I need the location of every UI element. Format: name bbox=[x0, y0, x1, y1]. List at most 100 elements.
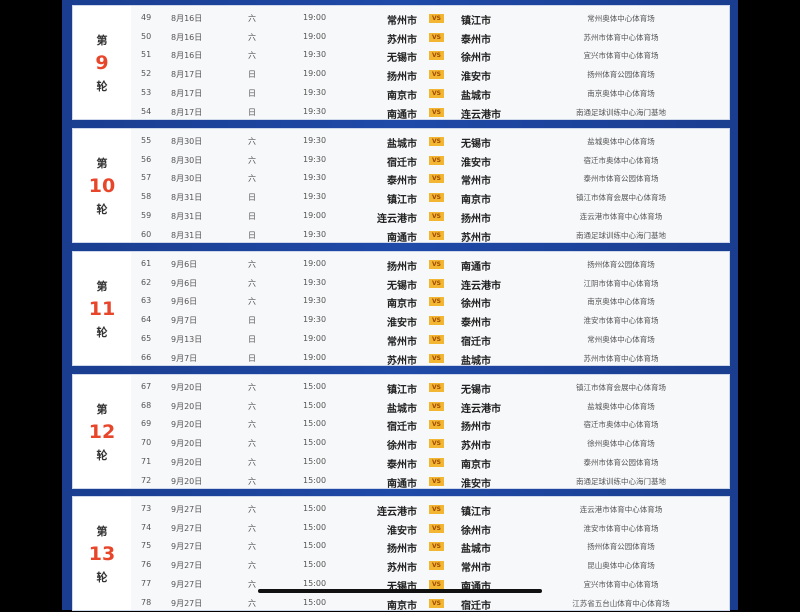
match-number: 50 bbox=[141, 32, 151, 41]
match-weekday: 六 bbox=[248, 278, 256, 289]
home-team: 泰州市 bbox=[387, 172, 417, 187]
match-row: 56 8月30日 六 19:30 宿迁市 VS 淮安市 宿迁市奥体中心体育场 bbox=[131, 151, 729, 170]
home-team: 常州市 bbox=[387, 333, 417, 348]
match-venue: 泰州市体育公园体育场 bbox=[541, 457, 701, 468]
match-venue: 扬州体育公园体育场 bbox=[541, 69, 701, 80]
match-number: 64 bbox=[141, 315, 151, 324]
match-number: 68 bbox=[141, 401, 151, 410]
match-time: 15:00 bbox=[303, 598, 326, 607]
vs-badge: VS bbox=[429, 231, 444, 240]
match-row: 66 9月7日 日 19:00 苏州市 VS 盐城市 苏州市体育中心体育场 bbox=[131, 349, 729, 368]
away-team: 淮安市 bbox=[461, 475, 491, 490]
home-indicator[interactable] bbox=[258, 589, 542, 593]
match-time: 19:30 bbox=[303, 50, 326, 59]
match-row: 78 9月27日 六 15:00 南京市 VS 宿迁市 江苏省五台山体育中心体育… bbox=[131, 594, 729, 612]
away-team: 盐城市 bbox=[461, 352, 491, 367]
away-team: 连云港市 bbox=[461, 106, 501, 121]
round-label: 第 11 轮 bbox=[73, 252, 131, 365]
match-row: 50 8月16日 六 19:00 苏州市 VS 泰州市 苏州市体育中心体育场 bbox=[131, 28, 729, 47]
vs-badge: VS bbox=[429, 70, 444, 79]
match-number: 63 bbox=[141, 296, 151, 305]
away-team: 徐州市 bbox=[461, 295, 491, 310]
home-team: 淮安市 bbox=[387, 314, 417, 329]
home-team: 宿迁市 bbox=[387, 418, 417, 433]
home-team: 淮安市 bbox=[387, 522, 417, 537]
match-list: 55 8月30日 六 19:30 盐城市 VS 无锡市 盐城奥体中心体育场 56… bbox=[131, 129, 729, 242]
match-date: 9月6日 bbox=[171, 259, 231, 270]
away-team: 镇江市 bbox=[461, 12, 491, 27]
round-suffix: 轮 bbox=[97, 569, 108, 585]
home-team: 苏州市 bbox=[387, 559, 417, 574]
match-date: 9月20日 bbox=[171, 476, 231, 487]
match-row: 75 9月27日 六 15:00 扬州市 VS 盐城市 扬州体育公园体育场 bbox=[131, 537, 729, 556]
match-time: 15:00 bbox=[303, 401, 326, 410]
match-weekday: 六 bbox=[248, 296, 256, 307]
away-team: 徐州市 bbox=[461, 522, 491, 537]
match-row: 61 9月6日 六 19:00 扬州市 VS 南通市 扬州体育公园体育场 bbox=[131, 255, 729, 274]
match-date: 9月27日 bbox=[171, 541, 231, 552]
match-venue: 宿迁市奥体中心体育场 bbox=[541, 419, 701, 430]
away-team: 无锡市 bbox=[461, 135, 491, 150]
match-row: 57 8月30日 六 19:30 泰州市 VS 常州市 泰州市体育公园体育场 bbox=[131, 169, 729, 188]
match-date: 8月30日 bbox=[171, 136, 231, 147]
away-team: 无锡市 bbox=[461, 381, 491, 396]
match-date: 9月20日 bbox=[171, 382, 231, 393]
round-card: 第 11 轮 61 9月6日 六 19:00 扬州市 VS 南通市 扬州体育公园… bbox=[72, 251, 730, 366]
match-list: 49 8月16日 六 19:00 常州市 VS 镇江市 常州奥体中心体育场 50… bbox=[131, 6, 729, 119]
match-date: 9月7日 bbox=[171, 315, 231, 326]
round-card: 第 10 轮 55 8月30日 六 19:30 盐城市 VS 无锡市 盐城奥体中… bbox=[72, 128, 730, 243]
match-time: 19:00 bbox=[303, 32, 326, 41]
away-team: 盐城市 bbox=[461, 87, 491, 102]
round-label: 第 10 轮 bbox=[73, 129, 131, 242]
match-time: 15:00 bbox=[303, 560, 326, 569]
match-number: 61 bbox=[141, 259, 151, 268]
match-weekday: 六 bbox=[248, 504, 256, 515]
match-date: 8月16日 bbox=[171, 50, 231, 61]
match-venue: 镇江市体育会展中心体育场 bbox=[541, 192, 701, 203]
home-team: 宿迁市 bbox=[387, 154, 417, 169]
match-venue: 宿迁市奥体中心体育场 bbox=[541, 155, 701, 166]
vs-badge: VS bbox=[429, 14, 444, 23]
match-venue: 泰州市体育公园体育场 bbox=[541, 173, 701, 184]
match-row: 54 8月17日 日 19:30 南通市 VS 连云港市 南通足球训练中心海门基… bbox=[131, 103, 729, 122]
away-team: 宿迁市 bbox=[461, 333, 491, 348]
match-venue: 昆山奥体中心体育场 bbox=[541, 560, 701, 571]
away-team: 扬州市 bbox=[461, 210, 491, 225]
match-row: 64 9月7日 日 19:30 淮安市 VS 泰州市 淮安市体育中心体育场 bbox=[131, 311, 729, 330]
match-row: 73 9月27日 六 15:00 连云港市 VS 镇江市 连云港市体育中心体育场 bbox=[131, 500, 729, 519]
match-weekday: 六 bbox=[248, 579, 256, 590]
match-date: 9月27日 bbox=[171, 598, 231, 609]
away-team: 徐州市 bbox=[461, 49, 491, 64]
match-weekday: 六 bbox=[248, 419, 256, 430]
match-venue: 淮安市体育中心体育场 bbox=[541, 315, 701, 326]
match-time: 19:30 bbox=[303, 315, 326, 324]
home-team: 盐城市 bbox=[387, 400, 417, 415]
vs-badge: VS bbox=[429, 279, 444, 288]
match-time: 19:30 bbox=[303, 278, 326, 287]
away-team: 泰州市 bbox=[461, 31, 491, 46]
match-time: 19:00 bbox=[303, 69, 326, 78]
match-venue: 宜兴市体育中心体育场 bbox=[541, 50, 701, 61]
away-team: 盐城市 bbox=[461, 540, 491, 555]
match-venue: 江苏省五台山体育中心体育场 bbox=[541, 598, 701, 609]
away-team: 常州市 bbox=[461, 172, 491, 187]
match-time: 19:00 bbox=[303, 259, 326, 268]
match-date: 8月17日 bbox=[171, 88, 231, 99]
match-row: 70 9月20日 六 15:00 徐州市 VS 苏州市 徐州奥体中心体育场 bbox=[131, 434, 729, 453]
match-list: 73 9月27日 六 15:00 连云港市 VS 镇江市 连云港市体育中心体育场… bbox=[131, 497, 729, 610]
vs-badge: VS bbox=[429, 383, 444, 392]
match-number: 56 bbox=[141, 155, 151, 164]
home-team: 镇江市 bbox=[387, 191, 417, 206]
match-weekday: 日 bbox=[248, 192, 256, 203]
match-number: 66 bbox=[141, 353, 151, 362]
match-row: 53 8月17日 日 19:30 南京市 VS 盐城市 南京奥体中心体育场 bbox=[131, 84, 729, 103]
away-team: 扬州市 bbox=[461, 418, 491, 433]
match-time: 15:00 bbox=[303, 438, 326, 447]
vs-badge: VS bbox=[429, 524, 444, 533]
vs-badge: VS bbox=[429, 51, 444, 60]
match-date: 8月17日 bbox=[171, 69, 231, 80]
home-team: 无锡市 bbox=[387, 277, 417, 292]
match-venue: 徐州奥体中心体育场 bbox=[541, 438, 701, 449]
match-number: 55 bbox=[141, 136, 151, 145]
match-weekday: 六 bbox=[248, 173, 256, 184]
